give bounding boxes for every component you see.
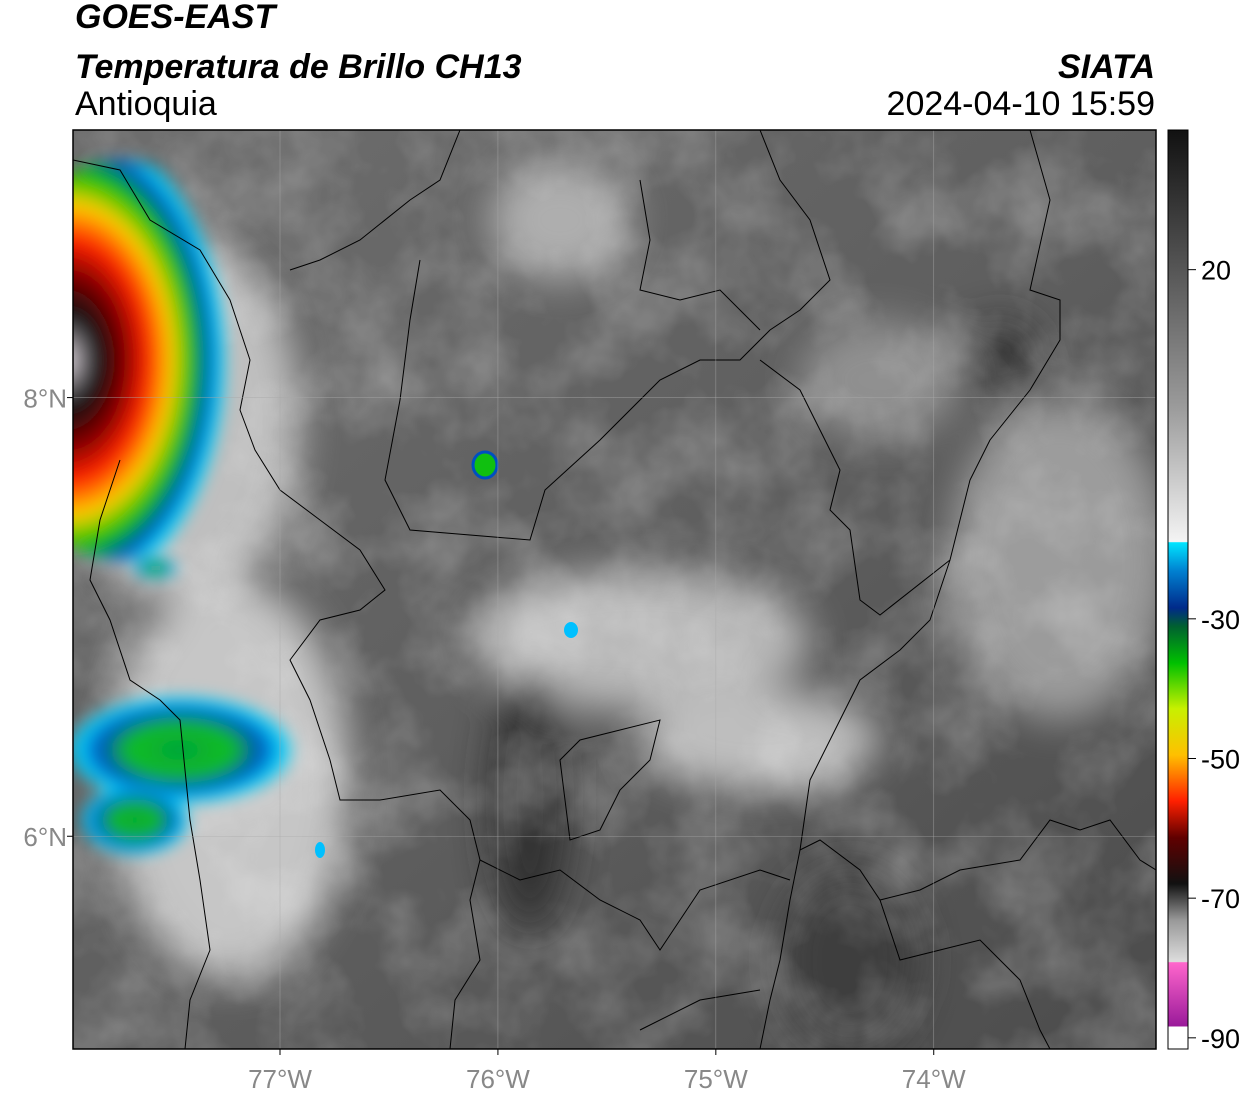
colorbar-tick-label: -70 (1201, 884, 1240, 914)
colorbar (1167, 129, 1189, 1050)
subtitle: Temperatura de Brillo CH13 (75, 48, 522, 86)
title: GOES-EAST (75, 0, 278, 36)
colorbar-tick-label: 20 (1201, 256, 1231, 286)
map-frame (72, 129, 1157, 1050)
x-tick-label: 77°W (248, 1064, 312, 1094)
borders (73, 130, 1156, 1049)
satellite-image (73, 130, 1156, 1049)
y-tick-label: 6°N (23, 822, 67, 852)
x-tick-label: 76°W (466, 1064, 530, 1094)
region: Antioquia (75, 85, 217, 123)
x-tick-label: 75°W (684, 1064, 748, 1094)
x-tick-label: 74°W (902, 1064, 966, 1094)
colorbar-tick-label: -30 (1201, 605, 1240, 635)
datetime: 2024-04-10 15:59 (887, 85, 1155, 123)
colorbar-tick-label: -50 (1201, 744, 1240, 774)
colorbar-tick-label: -90 (1201, 1024, 1240, 1054)
y-tick-label: 8°N (23, 384, 67, 414)
source: SIATA (1058, 48, 1155, 86)
graticule (73, 130, 1156, 1049)
